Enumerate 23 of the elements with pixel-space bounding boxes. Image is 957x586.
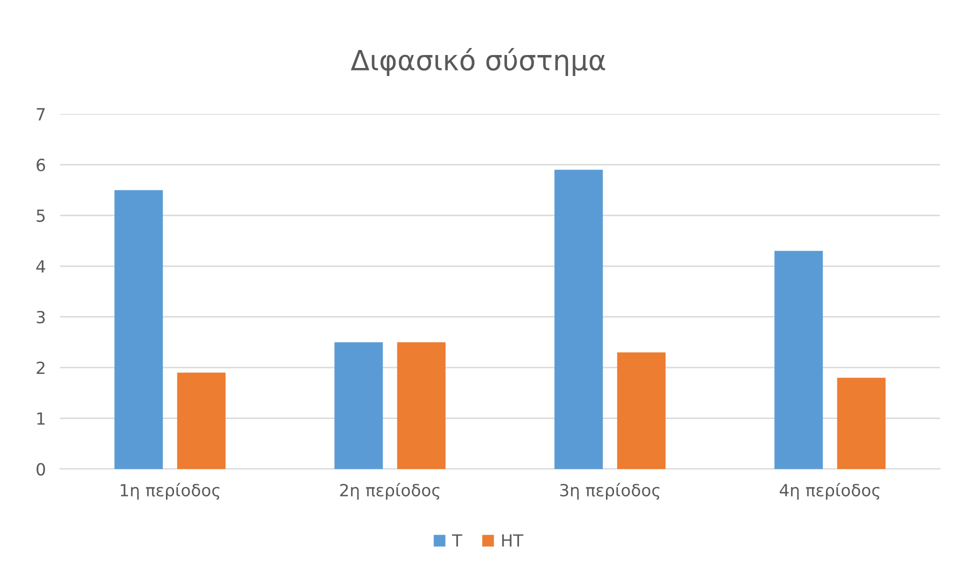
legend-label: HT — [502, 534, 524, 547]
bar — [114, 190, 163, 469]
x-tick-label: 2η περίοδος — [340, 482, 440, 500]
bar — [177, 372, 226, 469]
y-tick-label: 5 — [36, 210, 45, 222]
y-tick-label: 6 — [36, 158, 46, 172]
x-tick-label: 3η περίοδος — [560, 482, 660, 500]
bar — [334, 342, 383, 469]
y-tick-label: 0 — [36, 462, 46, 476]
y-tick-label: 3 — [36, 310, 45, 324]
chart-title: Διφασικό σύστημα — [350, 48, 606, 76]
y-tick-label: 2 — [36, 362, 44, 374]
x-tick-label: 1η περίοδος — [120, 482, 220, 500]
bar — [397, 342, 446, 469]
legend-label: T — [452, 534, 462, 547]
y-tick-label: 1 — [37, 412, 45, 425]
y-tick-label: 4 — [36, 260, 46, 272]
bar — [617, 352, 666, 469]
bar — [774, 250, 823, 469]
y-tick-label: 7 — [36, 108, 45, 120]
x-tick-label: 4η περίοδος — [780, 482, 880, 500]
bar — [554, 170, 603, 469]
bar — [837, 378, 886, 469]
